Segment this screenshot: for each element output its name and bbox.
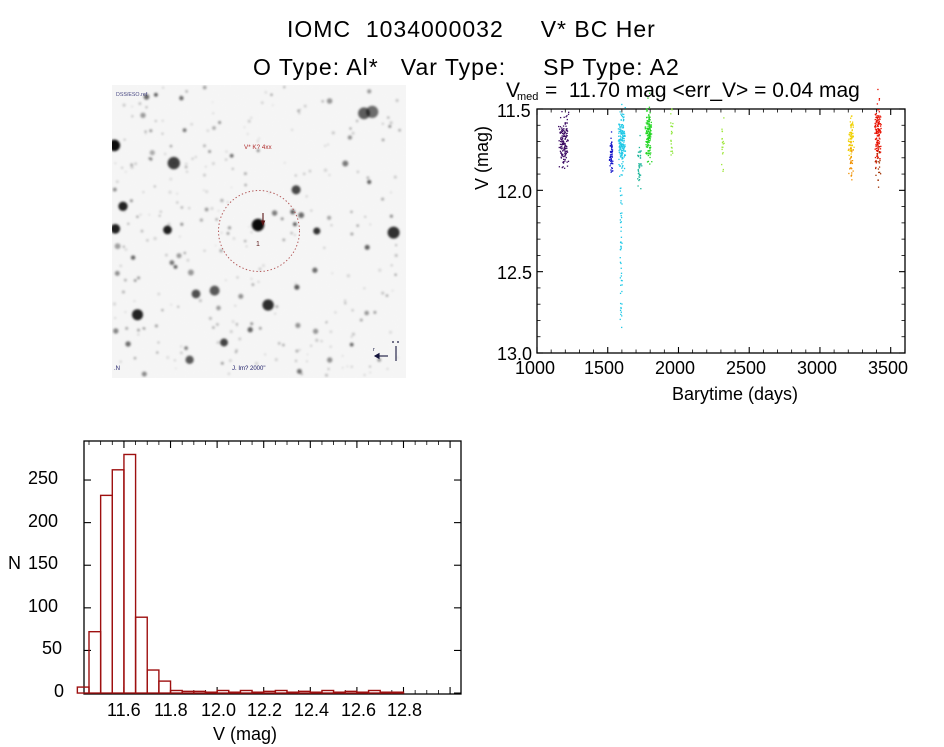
svg-text:1: 1 [256, 241, 260, 248]
svg-text:J. Im? 2000": J. Im? 2000" [232, 366, 265, 372]
svg-text:V* K? 4xx: V* K? 4xx [244, 144, 273, 151]
svg-text:r: r [373, 347, 375, 353]
svg-text:.N: .N [114, 366, 120, 372]
svg-text:DSS/ESO.ref: DSS/ESO.ref [116, 92, 148, 98]
